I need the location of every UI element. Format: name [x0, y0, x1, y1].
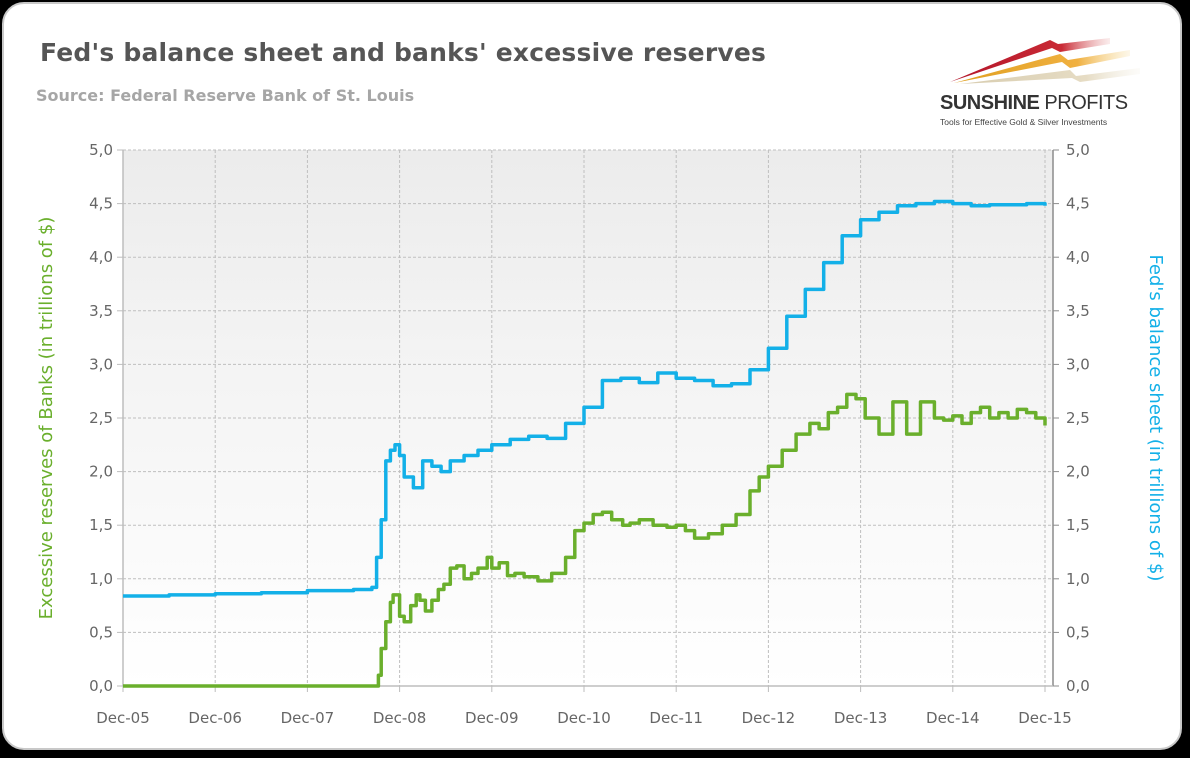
x-tick-label: Dec-05	[96, 709, 150, 727]
y-tick-label-left: 0,0	[89, 677, 113, 695]
x-tick-label: Dec-12	[742, 709, 796, 727]
y-tick-label-right: 4,0	[1066, 248, 1090, 266]
y-tick-label-right: 5,0	[1066, 141, 1090, 159]
logo-tagline: Tools for Effective Gold & Silver Invest…	[940, 117, 1108, 127]
logo-wordmark: SUNSHINE PROFITS	[940, 92, 1128, 114]
y-tick-label-left: 1,0	[89, 570, 113, 588]
x-tick-label: Dec-08	[373, 709, 427, 727]
right-y-axis-ticks: 0,0 0,5 1,0 1,5 2,0 2,5 3,0 3,5 4,0 4,5 5,0	[1053, 141, 1090, 695]
x-tick-label: Dec-10	[557, 709, 611, 727]
y-tick-label-right: 1,5	[1066, 516, 1090, 534]
y-tick-label-left: 4,0	[89, 248, 113, 266]
y-tick-label-left: 4,5	[89, 195, 113, 213]
x-tick-label: Dec-14	[926, 709, 980, 727]
left-axis-title: Excessive reserves of Banks (in trillion…	[36, 217, 57, 620]
y-tick-label-left: 2,5	[89, 409, 113, 427]
x-tick-label: Dec-15	[1018, 709, 1072, 727]
left-y-axis-ticks: 0,0 0,5 1,0 1,5 2,0 2,5 3,0 3,5 4,0 4,5 5,0	[89, 141, 123, 695]
y-tick-label-right: 1,0	[1066, 570, 1090, 588]
y-tick-label-left: 3,5	[89, 302, 113, 320]
y-tick-label-left: 5,0	[89, 141, 113, 159]
x-tick-label: Dec-11	[649, 709, 703, 727]
y-tick-label-right: 3,0	[1066, 355, 1090, 373]
y-tick-label-right: 0,0	[1066, 677, 1090, 695]
x-tick-label: Dec-07	[281, 709, 335, 727]
x-tick-label: Dec-09	[465, 709, 519, 727]
y-tick-label-left: 1,5	[89, 516, 113, 534]
series-balance-sheet-line	[123, 199, 1047, 598]
y-tick-label-right: 0,5	[1066, 623, 1090, 641]
y-tick-label-right: 2,0	[1066, 463, 1090, 481]
x-tick-label: Dec-06	[188, 709, 242, 727]
x-axis-ticks: Dec-05 Dec-06 Dec-07 Dec-08 Dec-09 Dec-10 Dec-…	[96, 686, 1072, 727]
y-tick-label-right: 4,5	[1066, 195, 1090, 213]
right-axis-title: Fed's balance sheet (in trillions of $)	[1145, 255, 1166, 582]
y-tick-label-left: 0,5	[89, 623, 113, 641]
y-tick-label-left: 2,0	[89, 463, 113, 481]
sunshine-profits-logo: SUNSHINE PROFITS Tools for Effective Gol…	[930, 10, 1170, 135]
chart-subtitle: Source: Federal Reserve Bank of St. Loui…	[36, 86, 415, 105]
y-tick-label-right: 3,5	[1066, 302, 1090, 320]
x-tick-label: Dec-13	[834, 709, 888, 727]
y-tick-label-left: 3,0	[89, 355, 113, 373]
series-excess-reserves-line	[123, 392, 1047, 688]
logo-swoosh-icon	[950, 38, 1140, 84]
y-tick-label-right: 2,5	[1066, 409, 1090, 427]
chart-title: Fed's balance sheet and banks' excessive…	[40, 38, 767, 67]
